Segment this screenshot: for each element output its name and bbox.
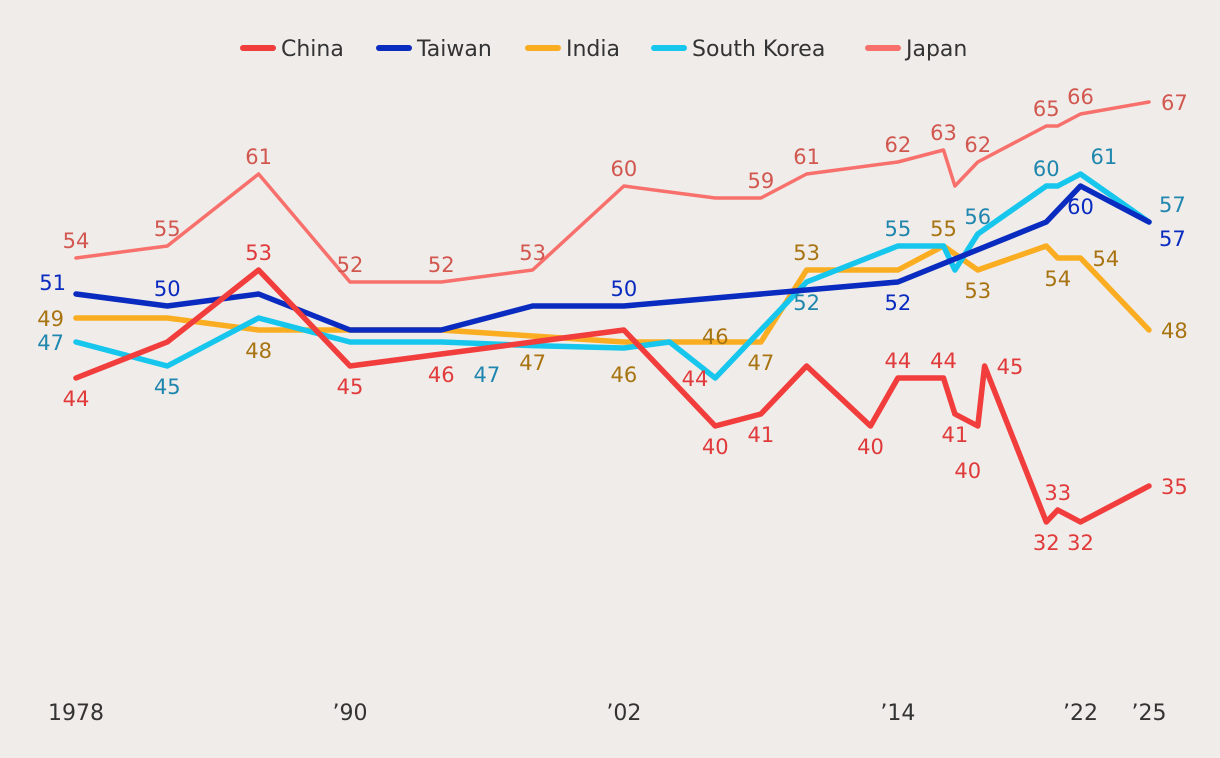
data-label-japan: 59 — [748, 169, 775, 193]
data-label-india: 46 — [702, 325, 729, 349]
data-label-south-korea: 56 — [964, 205, 991, 229]
legend-item-india: India — [525, 37, 620, 62]
data-label-south-korea: 52 — [793, 291, 820, 315]
legend-label: Taiwan — [416, 37, 492, 62]
data-label-china: 41 — [942, 423, 969, 447]
data-label-taiwan: 50 — [611, 277, 638, 301]
data-label-india: 53 — [793, 241, 820, 265]
data-label-china: 44 — [63, 387, 90, 411]
data-label-south-korea: 47 — [474, 363, 501, 387]
legend-item-south-korea: South Korea — [651, 37, 825, 62]
data-label-taiwan: 51 — [39, 271, 66, 295]
data-label-south-korea: 60 — [1033, 157, 1060, 181]
legend-label: Japan — [904, 37, 967, 62]
legend-label: South Korea — [692, 37, 825, 62]
data-label-japan: 52 — [337, 253, 364, 277]
legend-item-china: China — [240, 37, 344, 62]
data-label-india: 54 — [1093, 247, 1120, 271]
series-line-india — [73, 243, 1152, 345]
series-line-taiwan — [73, 183, 1152, 333]
data-label-japan: 62 — [885, 133, 912, 157]
data-label-south-korea: 57 — [1159, 193, 1186, 217]
data-label-japan: 61 — [793, 145, 820, 169]
legend-label: India — [566, 37, 620, 62]
data-label-taiwan: 52 — [885, 291, 912, 315]
data-label-japan: 67 — [1161, 91, 1188, 115]
series-line-japan — [74, 100, 1151, 284]
x-tick-label: 1978 — [48, 701, 104, 726]
series-lines — [73, 100, 1152, 525]
data-label-south-korea: 55 — [885, 217, 912, 241]
legend-label: China — [281, 37, 344, 62]
data-label-china: 41 — [748, 423, 775, 447]
series-line-south-korea — [73, 171, 1152, 381]
data-label-china: 40 — [702, 435, 729, 459]
data-label-south-korea: 45 — [154, 375, 181, 399]
data-label-china: 44 — [682, 367, 709, 391]
data-label-china: 44 — [930, 349, 957, 373]
data-label-japan: 55 — [154, 217, 181, 241]
data-label-china: 45 — [997, 355, 1024, 379]
data-label-japan: 65 — [1033, 97, 1060, 121]
legend: China Taiwan India South Korea Japan — [240, 37, 967, 62]
data-label-china: 32 — [1067, 531, 1094, 555]
data-label-japan: 53 — [519, 241, 546, 265]
x-axis: 1978 ’90 ’02 ’14 ’22 ’25 — [48, 701, 1167, 726]
data-label-china: 40 — [857, 435, 884, 459]
data-label-china: 40 — [954, 459, 981, 483]
data-labels: 44 53 45 46 44 40 41 40 44 44 41 40 45 32 33 32 35 51 50 50… — [37, 85, 1187, 555]
x-tick-label: ’14 — [880, 701, 915, 726]
data-label-japan: 61 — [245, 145, 272, 169]
data-label-japan: 54 — [63, 229, 90, 253]
data-label-japan: 66 — [1067, 85, 1094, 109]
legend-item-taiwan: Taiwan — [376, 37, 492, 62]
x-tick-label: ’25 — [1132, 701, 1167, 726]
data-label-japan: 62 — [964, 133, 991, 157]
data-label-india: 49 — [37, 307, 64, 331]
data-label-south-korea: 47 — [37, 331, 64, 355]
data-label-india: 46 — [611, 363, 638, 387]
data-label-china: 44 — [885, 349, 912, 373]
data-label-japan: 52 — [428, 253, 455, 277]
data-label-china: 32 — [1033, 531, 1060, 555]
data-label-india: 53 — [964, 279, 991, 303]
data-label-india: 48 — [245, 339, 272, 363]
data-label-china: 46 — [428, 363, 455, 387]
x-tick-label: ’02 — [606, 701, 641, 726]
legend-item-japan: Japan — [865, 37, 967, 62]
data-label-south-korea: 61 — [1091, 145, 1118, 169]
data-label-china: 33 — [1044, 481, 1071, 505]
x-tick-label: ’90 — [333, 701, 368, 726]
data-label-india: 55 — [930, 217, 957, 241]
data-label-india: 47 — [519, 351, 546, 375]
series-line-china — [73, 267, 1152, 525]
x-tick-label: ’22 — [1063, 701, 1098, 726]
data-label-taiwan: 60 — [1067, 195, 1094, 219]
data-label-china: 35 — [1161, 475, 1188, 499]
data-label-india: 47 — [748, 351, 775, 375]
data-label-taiwan: 57 — [1159, 227, 1186, 251]
data-label-china: 53 — [245, 241, 272, 265]
data-label-japan: 63 — [930, 121, 957, 145]
data-label-japan: 60 — [611, 157, 638, 181]
data-label-taiwan: 50 — [154, 277, 181, 301]
data-label-india: 48 — [1161, 319, 1188, 343]
data-label-china: 45 — [337, 375, 364, 399]
data-label-india: 54 — [1044, 267, 1071, 291]
